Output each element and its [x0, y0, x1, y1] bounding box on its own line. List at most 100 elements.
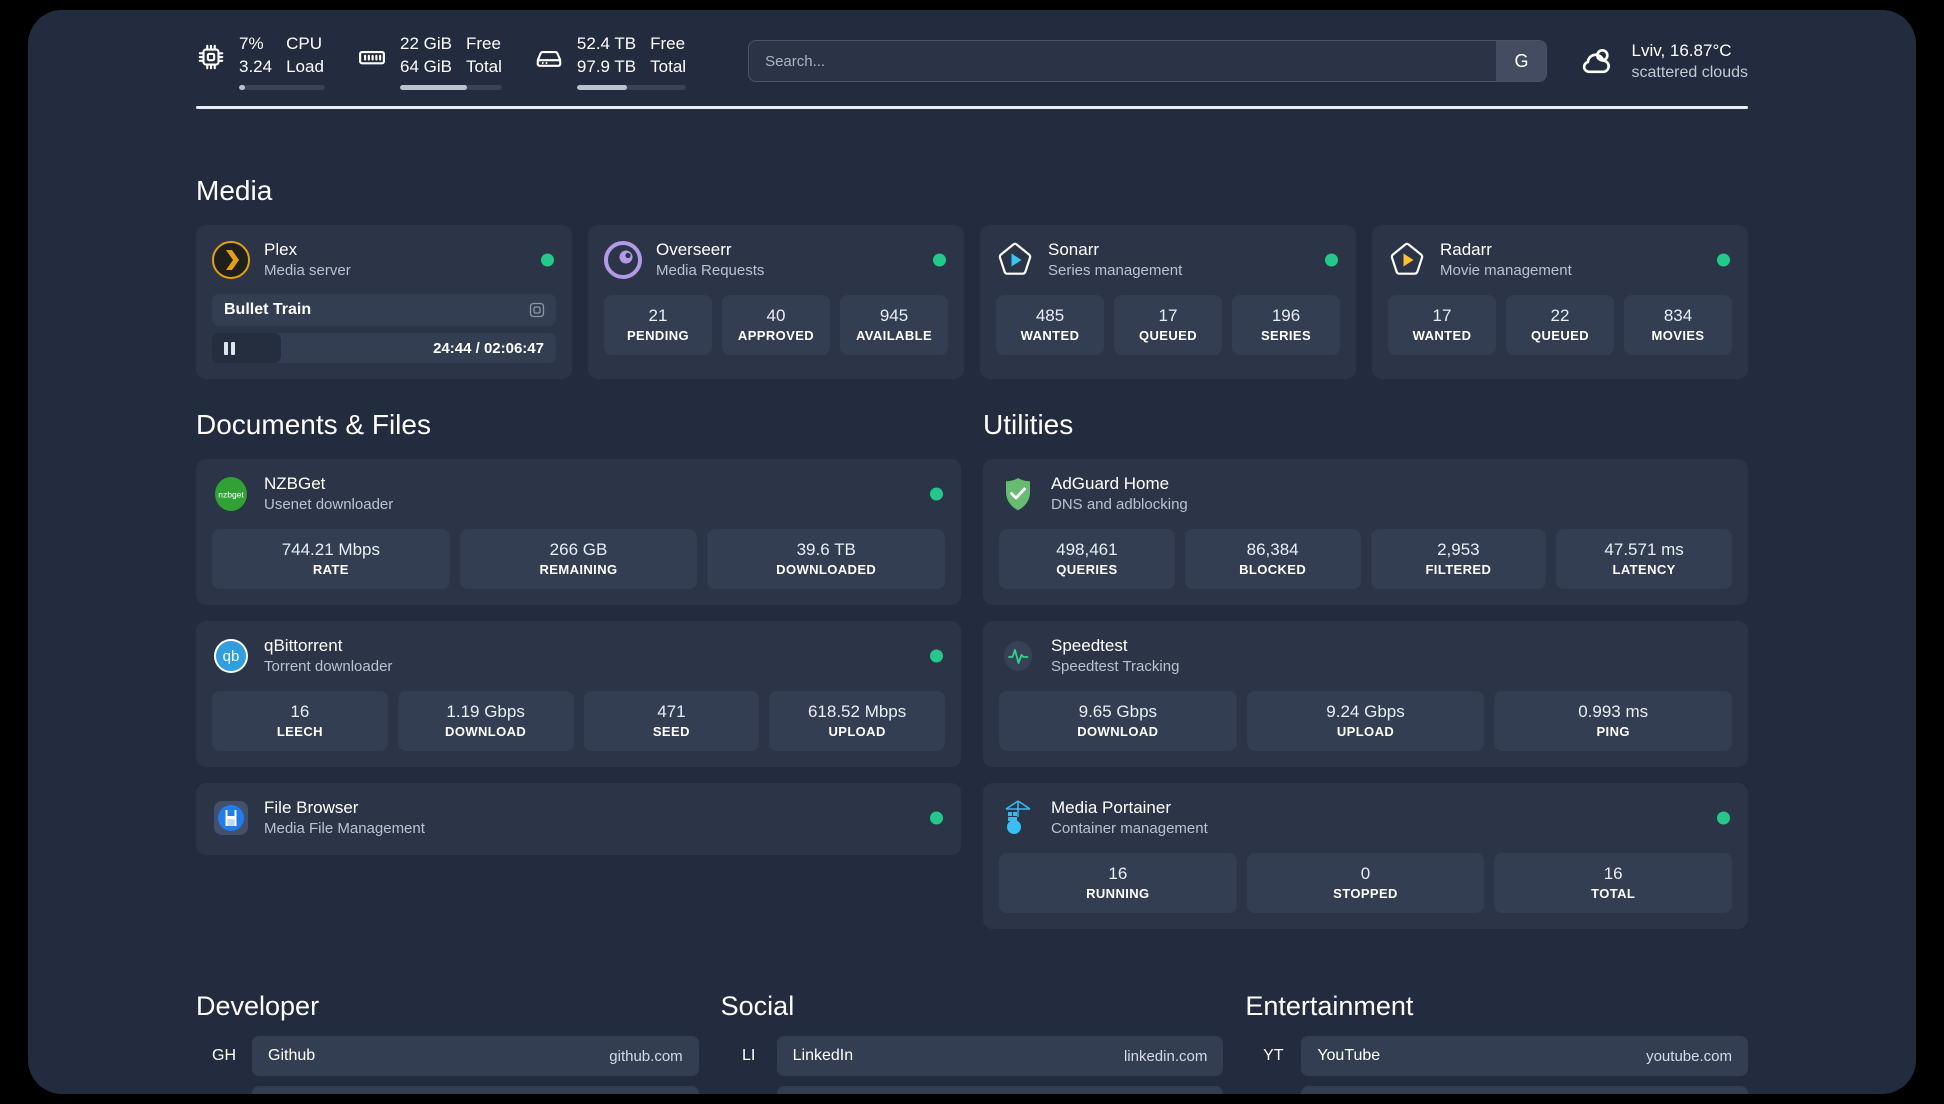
card-header: Overseerr Media Requests	[604, 239, 948, 281]
stat-row: 16 RUNNING 0 STOPPED 16 TOTAL	[999, 853, 1733, 913]
stat-tile: 266 GB REMAINING	[459, 529, 698, 589]
nzbget-icon: nzbget	[212, 475, 250, 513]
status-dot	[930, 811, 943, 825]
stat-value: 16	[290, 702, 310, 721]
bookmark-item[interactable]: SO StackOverflow stackoverflow.com	[196, 1086, 699, 1094]
service-card-speedtest[interactable]: Speedtest Speedtest Tracking 9.65 Gbps D…	[983, 621, 1748, 767]
stat-tile: 86,384 BLOCKED	[1184, 529, 1361, 589]
service-card-plex[interactable]: Plex Media server Bullet Train	[196, 225, 572, 379]
service-card-portainer[interactable]: Media Portainer Container management 16 …	[983, 783, 1748, 929]
now-playing-title-row: Bullet Train	[212, 294, 556, 326]
stat-value: 86,384	[1246, 540, 1299, 559]
radarr-icon	[1388, 241, 1426, 279]
stat-value: 9.65 Gbps	[1078, 702, 1158, 721]
bookmark-abbr: GH	[212, 1047, 236, 1064]
weather-location-temp: Lviv, 16.87°C	[1631, 40, 1732, 60]
stat-value: 1.19 Gbps	[446, 702, 525, 721]
media-section: Media Plex Media server	[196, 175, 1748, 379]
now-playing-progress-bar[interactable]: 24:44 / 02:06:47	[212, 333, 556, 363]
service-card-qbittorrent[interactable]: qb qBittorrent Torrent downloader	[196, 621, 961, 767]
stat-label: AVAILABLE	[855, 328, 933, 343]
stat-value: 39.6 TB	[796, 540, 856, 559]
bookmark-abbr: NF	[1245, 1086, 1301, 1094]
service-card-overseerr[interactable]: Overseerr Media Requests 21 PENDING 40 A…	[588, 225, 964, 379]
card-header: Media Portainer Container management	[999, 797, 1732, 839]
resource-cpu[interactable]: 7% 3.24 CPU Load	[196, 32, 325, 90]
service-subtitle: Usenet downloader	[264, 496, 394, 513]
bookmark-item[interactable]: GH Github github.com	[196, 1036, 699, 1076]
bookmark-group-title: Social	[720, 991, 795, 1021]
service-card-radarr[interactable]: Radarr Movie management 17 WANTED 22 QUE…	[1372, 225, 1748, 379]
google-icon: G	[1514, 50, 1529, 71]
disk-progress-bar	[576, 85, 687, 90]
status-dot	[930, 487, 943, 501]
card-header: Radarr Movie management	[1388, 239, 1732, 281]
stat-value: 471	[657, 702, 686, 721]
pause-icon[interactable]	[224, 341, 235, 355]
stat-value: 0.993 ms	[1578, 702, 1649, 721]
stat-label: QUERIES	[1056, 562, 1118, 577]
bookmark-item[interactable]: YT YouTube youtube.com	[1245, 1036, 1748, 1076]
stat-label: UPLOAD	[828, 724, 886, 739]
search-box[interactable]: G	[748, 40, 1548, 82]
bookmark-name: YouTube	[1317, 1047, 1381, 1064]
bookmark-item[interactable]: LI LinkedIn linkedin.com	[720, 1036, 1224, 1076]
cpu-progress-fill	[239, 85, 246, 90]
stat-label: PING	[1596, 724, 1630, 739]
cpu-label-top: CPU	[286, 34, 322, 53]
cast-icon[interactable]	[529, 302, 545, 318]
resource-memory[interactable]: 22 GiB 64 GiB Free Total	[357, 32, 502, 90]
utilities-section-title: Utilities	[983, 409, 1074, 440]
weather-widget[interactable]: Lviv, 16.87°C scattered clouds	[1577, 40, 1748, 83]
stat-row: 21 PENDING 40 APPROVED 945 AVAILABLE	[604, 295, 948, 355]
qbittorrent-icon: qb	[212, 637, 250, 675]
service-card-filebrowser[interactable]: File Browser Media File Management	[196, 783, 961, 855]
stat-label: QUEUED	[1138, 328, 1198, 343]
stat-value: 744.21 Mbps	[281, 540, 380, 559]
search-input[interactable]	[749, 41, 1497, 81]
service-name: Speedtest	[1051, 636, 1128, 655]
stat-value: 0	[1360, 864, 1371, 883]
stat-value: 16	[1603, 864, 1623, 883]
overseerr-icon	[604, 241, 642, 279]
memory-free-value: 22 GiB	[400, 34, 452, 53]
service-subtitle: Media File Management	[264, 820, 425, 837]
utilities-section: Utilities AdGuard Home	[983, 409, 1748, 929]
stat-tile: 16 TOTAL	[1494, 853, 1733, 913]
bookmark-pill[interactable]: StackOverflow stackoverflow.com	[252, 1086, 699, 1094]
service-subtitle: Media Requests	[656, 262, 765, 279]
service-card-sonarr[interactable]: Sonarr Series management 485 WANTED 17 Q…	[980, 225, 1356, 379]
service-subtitle: Series management	[1048, 262, 1183, 279]
service-card-adguard[interactable]: AdGuard Home DNS and adblocking 498,461 …	[983, 459, 1748, 605]
card-header: qb qBittorrent Torrent downloader	[212, 635, 945, 677]
service-name: Media Portainer	[1051, 798, 1172, 817]
search-engine-button[interactable]: G	[1496, 41, 1547, 81]
stat-value: 618.52 Mbps	[807, 702, 907, 721]
bookmark-pill[interactable]: Netflix netflix.com	[1301, 1086, 1748, 1094]
stat-value: 21	[648, 306, 668, 325]
documents-card-stack: nzbget NZBGet Usenet downloader 74	[196, 459, 961, 855]
service-card-nzbget[interactable]: nzbget NZBGet Usenet downloader 74	[196, 459, 961, 605]
stat-tile: 16 LEECH	[212, 691, 388, 751]
resource-disk[interactable]: 52.4 TB 97.9 TB Free Total	[534, 32, 687, 90]
card-header: Speedtest Speedtest Tracking	[999, 635, 1732, 677]
service-subtitle: Media server	[264, 262, 351, 279]
bookmark-item[interactable]: TW Twitter twitter.com	[720, 1086, 1224, 1094]
bookmark-list: LI LinkedIn linkedin.com TW Twitter twit…	[720, 1036, 1224, 1094]
service-subtitle: Container management	[1051, 820, 1208, 837]
stat-tile: 17 QUEUED	[1114, 295, 1222, 355]
bookmark-pill[interactable]: LinkedIn linkedin.com	[776, 1036, 1224, 1076]
status-dot	[1717, 253, 1730, 267]
bookmark-pill[interactable]: YouTube youtube.com	[1301, 1036, 1748, 1076]
bookmark-pill[interactable]: Github github.com	[252, 1036, 699, 1076]
bookmark-list: YT YouTube youtube.com NF Netflix netfli…	[1245, 1036, 1748, 1094]
bookmark-pill[interactable]: Twitter twitter.com	[776, 1086, 1224, 1094]
mid-sections: Documents & Files nzbget NZBGet	[196, 409, 1748, 929]
bookmark-group-entertainment: Entertainment YT YouTube youtube.com NF …	[1245, 991, 1748, 1094]
media-card-grid: Plex Media server Bullet Train	[196, 225, 1748, 379]
bookmark-item[interactable]: NF Netflix netflix.com	[1245, 1086, 1748, 1094]
service-name: AdGuard Home	[1051, 474, 1170, 493]
status-dot	[930, 649, 943, 663]
weather-condition: scattered clouds	[1631, 63, 1748, 81]
stat-tile: 39.6 TB DOWNLOADED	[707, 529, 946, 589]
